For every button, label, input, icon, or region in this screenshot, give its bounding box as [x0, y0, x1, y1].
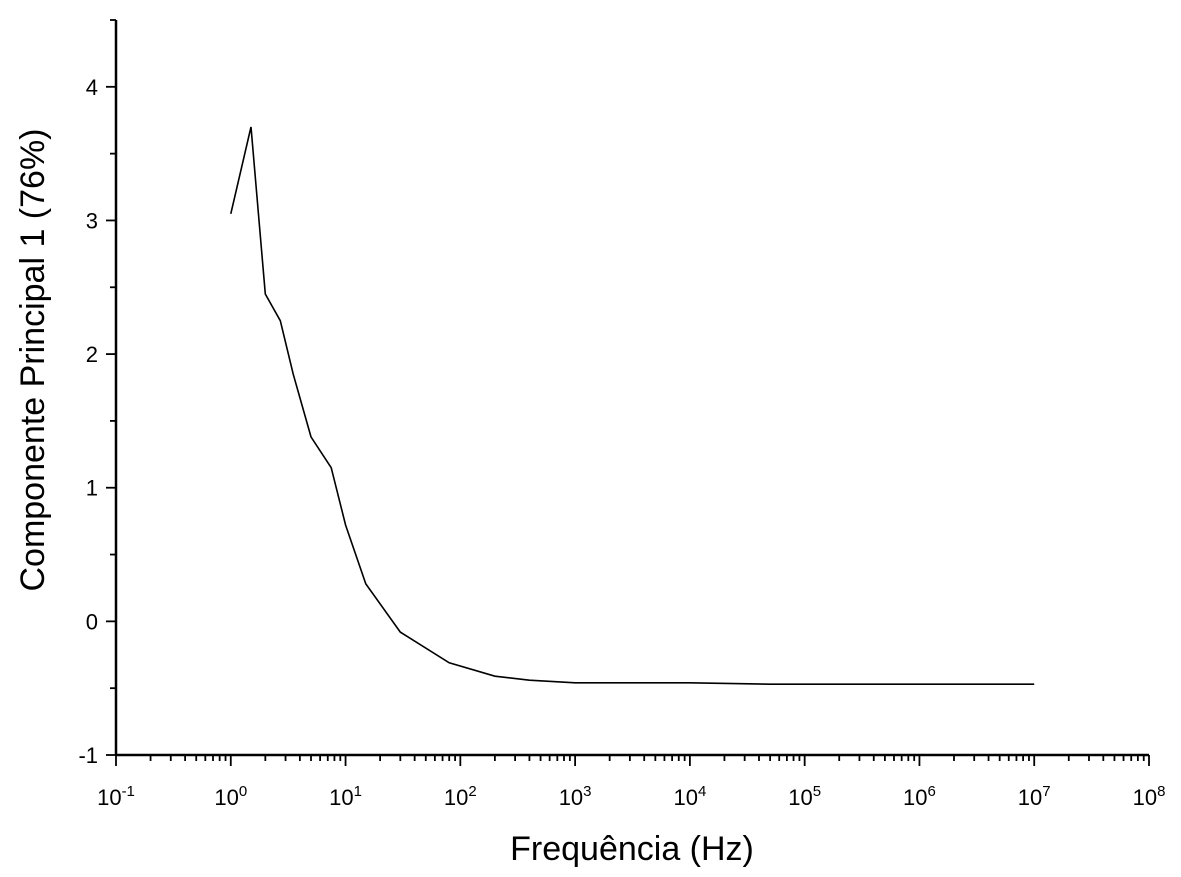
- x-tick-label: 103: [559, 783, 592, 810]
- y-tick-label: 3: [86, 208, 98, 233]
- y-tick-label: 0: [86, 609, 98, 634]
- x-tick-label: 102: [444, 783, 477, 810]
- x-tick-label: 107: [1018, 783, 1051, 810]
- x-tick-label: 104: [673, 783, 706, 810]
- y-ticks: [106, 19, 116, 756]
- x-tick-label: 106: [903, 783, 936, 810]
- y-tick-label: 4: [86, 75, 98, 100]
- series-line: [230, 126, 1035, 686]
- axes: [114, 20, 1149, 757]
- x-axis-title: Frequência (Hz): [510, 830, 754, 868]
- x-tick-label: 105: [788, 783, 821, 810]
- x-ticks: [115, 755, 1150, 766]
- y-axis-title: Componente Principal 1 (76%): [14, 128, 52, 591]
- x-tick-label: 100: [214, 783, 247, 810]
- x-tick-labels: 10-1 100 101 102 103 104 105 106 107 108: [97, 783, 1165, 810]
- y-tick-label: 1: [86, 476, 98, 501]
- x-tick-label: 101: [329, 783, 362, 810]
- x-tick-label: 10-1: [97, 783, 135, 810]
- y-tick-labels: -1 0 1 2 3 4: [78, 75, 98, 768]
- x-tick-label: 108: [1133, 783, 1166, 810]
- series-layer: [230, 126, 1035, 686]
- y-tick-label: -1: [78, 743, 98, 768]
- y-tick-label: 2: [86, 342, 98, 367]
